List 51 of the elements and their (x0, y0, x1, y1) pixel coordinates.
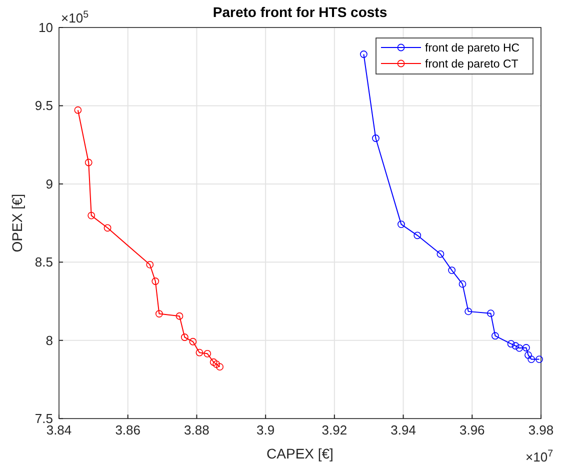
x-tick-label: 3.96 (459, 422, 485, 438)
point (189, 338, 197, 346)
y-axis-title: OPEX [€] (9, 194, 25, 252)
x-tick-label: 3.9 (256, 422, 275, 438)
point (84, 158, 92, 166)
x-tick-label: 3.94 (390, 422, 416, 438)
text: ×10$^{7}$ (526, 448, 553, 465)
x-tick-label: 3.86 (115, 422, 141, 438)
text: ×10$^{5}$ (61, 9, 90, 26)
point (155, 310, 163, 318)
point (524, 351, 532, 359)
x-tick-label: 3.98 (528, 422, 554, 438)
point (458, 280, 466, 288)
y-tick-label: 9.5 (34, 98, 53, 114)
point (146, 260, 154, 268)
chart-title: Pareto front for HTS costs (212, 4, 388, 20)
x-tick-label: 3.92 (322, 422, 348, 438)
point (528, 356, 536, 364)
point (487, 310, 494, 318)
y-tick-label: 10 (38, 20, 53, 35)
point (104, 224, 112, 232)
point (88, 212, 96, 220)
point (210, 358, 218, 366)
point (507, 340, 515, 348)
y-tick-label: 8.5 (34, 254, 53, 270)
point (492, 332, 499, 340)
point (372, 134, 380, 142)
point (464, 308, 472, 316)
legend-label: front de pareto CT (425, 58, 518, 70)
point (448, 266, 456, 274)
point (74, 106, 82, 114)
point (414, 232, 422, 240)
point (398, 220, 405, 228)
point (522, 344, 530, 352)
point (180, 334, 188, 341)
point (512, 342, 520, 350)
point (176, 312, 184, 320)
point (204, 350, 212, 358)
legend-label: front de pareto HC (425, 42, 520, 54)
y-tick-label: 8 (46, 332, 53, 348)
y-tick-label: 9 (46, 176, 53, 192)
point (360, 50, 368, 58)
x-tick-label: 3.88 (184, 422, 210, 438)
point (436, 250, 444, 258)
point (152, 278, 160, 285)
point (536, 356, 543, 364)
point (212, 360, 220, 368)
point (196, 348, 204, 356)
point (216, 363, 224, 371)
x-axis-title: CAPEX [€] (266, 446, 334, 462)
point (516, 344, 524, 352)
